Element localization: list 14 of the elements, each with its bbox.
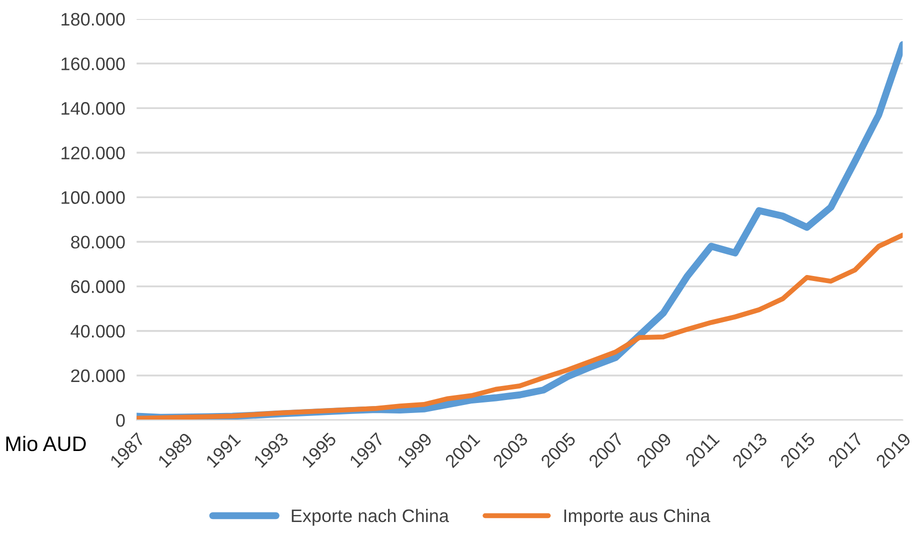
text: Mio AUD [6, 436, 86, 452]
y-tick-label: 0 [116, 414, 125, 427]
y-tick-label: 40.000 [70, 324, 125, 338]
y-tick-label: 180.000 [62, 12, 125, 26]
y-tick-label: 140.000 [62, 102, 125, 115]
y-tick-label: 80.000 [71, 236, 125, 249]
y-tick-label: 60.000 [71, 280, 125, 294]
y-tick-label: 160.000 [62, 57, 125, 70]
y-tick-label: 20.000 [71, 369, 125, 382]
line-series [136, 232, 903, 420]
legend-label: Exporte nach China [292, 508, 449, 526]
y-tick-label: 100.000 [62, 191, 125, 204]
y-tick-label: 120.000 [62, 146, 125, 160]
legend-label: Importe aus China [564, 508, 710, 526]
